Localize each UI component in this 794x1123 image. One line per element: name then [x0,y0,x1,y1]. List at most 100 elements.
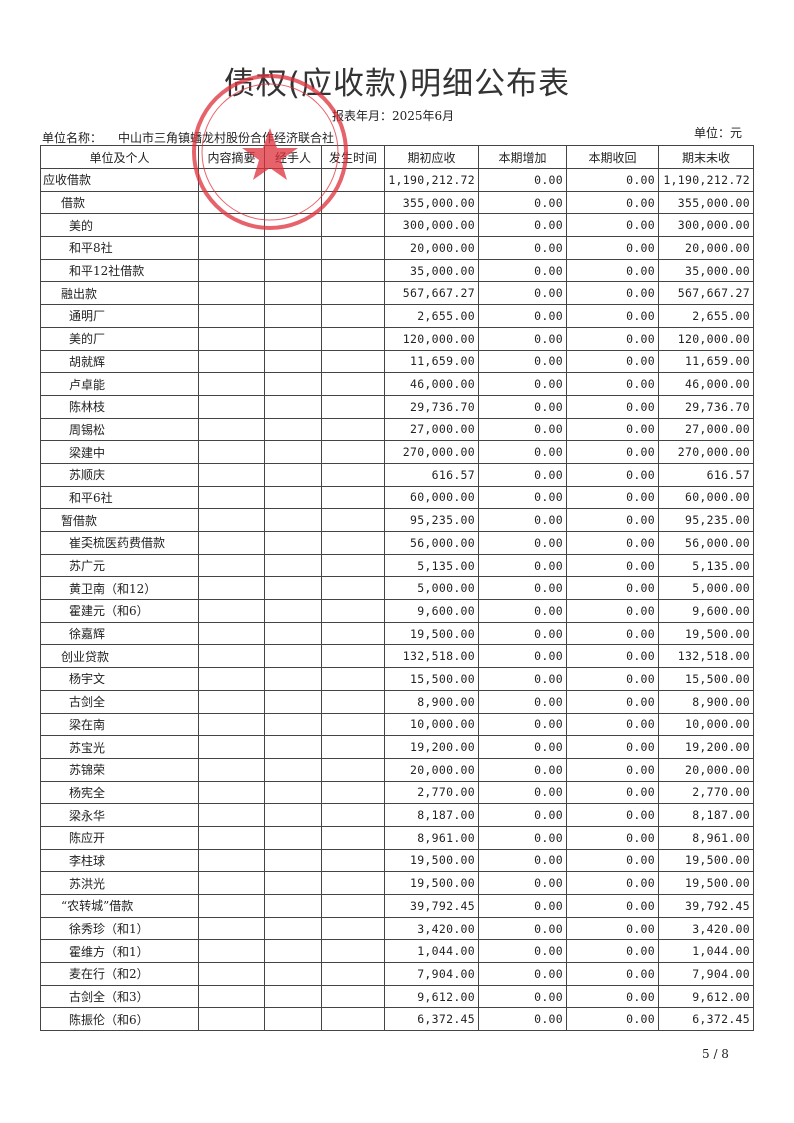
table-row: 和平12社借款 35,000.00 0.00 0.00 35,000.00 [40,258,754,283]
increase-cell: 0.00 [478,304,567,328]
date-cell [321,780,385,805]
handler-cell [264,780,322,805]
opening-receivable-cell: 15,500.00 [384,667,479,691]
document-title: 债权(应收款)明细公布表 [223,66,571,102]
closing-balance-cell: 95,235.00 [658,508,754,532]
collected-cell: 0.00 [566,871,659,895]
unit-name-label: 单位名称： [42,131,103,145]
unit-name: 中山市三角镇蟠龙村股份合作经济联合社 [118,131,335,145]
summary-cell [198,236,265,260]
handler-cell [264,644,322,669]
table-row: 美的 300,000.00 0.00 0.00 300,000.00 [40,213,754,238]
table-row: 苏广元 5,135.00 0.00 0.00 5,135.00 [40,553,754,578]
increase-cell: 0.00 [478,258,567,283]
increase-cell: 0.00 [478,213,567,238]
opening-receivable-cell: 20,000.00 [384,236,479,260]
summary-cell [198,531,265,555]
increase-cell: 0.00 [478,916,567,941]
increase-cell: 0.00 [478,553,567,578]
handler-cell [264,168,322,192]
handler-cell [264,735,322,759]
handler-cell [264,326,322,351]
increase-cell: 0.00 [478,190,567,215]
date-cell [321,462,385,487]
opening-receivable-cell: 2,770.00 [384,780,479,805]
opening-receivable-cell: 8,961.00 [384,825,479,850]
name-cell: 梁建中 [40,440,199,464]
closing-balance-cell: 39,792.45 [658,894,754,918]
increase-cell: 0.00 [478,236,567,260]
increase-cell: 0.00 [478,757,567,782]
table-row: 徐秀珍（和1） 3,420.00 0.00 0.00 3,420.00 [40,916,754,941]
increase-cell: 0.00 [478,281,567,306]
closing-balance-cell: 60,000.00 [658,485,754,510]
date-cell [321,281,385,306]
handler-cell [264,281,322,306]
handler-cell [264,599,322,623]
closing-balance-cell: 132,518.00 [658,644,754,669]
collected-cell: 0.00 [566,168,659,192]
name-cell: 霍建元（和6） [40,599,199,623]
opening-receivable-cell: 56,000.00 [384,531,479,555]
increase-cell: 0.00 [478,531,567,555]
handler-cell [264,757,322,782]
summary-cell [198,757,265,782]
name-cell: 胡就辉 [40,349,199,374]
opening-receivable-cell: 35,000.00 [384,258,479,283]
handler-cell [264,803,322,827]
table-header-row: 单位及个人 内容摘要 经手人 发生时间 期初应收 本期增加 本期收回 期末未收 [40,145,754,169]
collected-cell: 0.00 [566,984,659,1009]
header-cell: 本期增加 [478,145,567,169]
table-row: 和平8社 20,000.00 0.00 0.00 20,000.00 [40,236,754,260]
collected-cell: 0.00 [566,326,659,351]
collected-cell: 0.00 [566,213,659,238]
opening-receivable-cell: 95,235.00 [384,508,479,532]
closing-balance-cell: 120,000.00 [658,326,754,351]
table-row: 融出款 567,667.27 0.00 0.00 567,667.27 [40,281,754,306]
summary-cell [198,894,265,918]
opening-receivable-cell: 355,000.00 [384,190,479,215]
closing-balance-cell: 35,000.00 [658,258,754,283]
increase-cell: 0.00 [478,939,567,964]
opening-receivable-cell: 9,600.00 [384,599,479,623]
table-row: 卢卓能 46,000.00 0.00 0.00 46,000.00 [40,372,754,396]
name-cell: 借款 [40,190,199,215]
handler-cell [264,417,322,442]
collected-cell: 0.00 [566,281,659,306]
table-row: 借款 355,000.00 0.00 0.00 355,000.00 [40,190,754,215]
opening-receivable-cell: 19,500.00 [384,871,479,895]
date-cell [321,667,385,691]
name-cell: 杨宇文 [40,667,199,691]
increase-cell: 0.00 [478,326,567,351]
currency-unit: 单位：元 [693,126,742,140]
collected-cell: 0.00 [566,644,659,669]
table-row: 胡就辉 11,659.00 0.00 0.00 11,659.00 [40,349,754,374]
opening-receivable-cell: 19,200.00 [384,735,479,759]
handler-cell [264,213,322,238]
closing-balance-cell: 300,000.00 [658,213,754,238]
header-cell: 本期收回 [566,145,659,169]
handler-cell [264,553,322,578]
handler-cell [264,621,322,646]
table-row: 杨宇文 15,500.00 0.00 0.00 15,500.00 [40,667,754,691]
name-cell: 苏广元 [40,553,199,578]
collected-cell: 0.00 [566,440,659,464]
table-row: 梁在南 10,000.00 0.00 0.00 10,000.00 [40,712,754,737]
increase-cell: 0.00 [478,485,567,510]
table-row: 创业贷款 132,518.00 0.00 0.00 132,518.00 [40,644,754,669]
collected-cell: 0.00 [566,735,659,759]
table-row: 苏顺庆 616.57 0.00 0.00 616.57 [40,462,754,487]
opening-receivable-cell: 1,044.00 [384,939,479,964]
date-cell [321,712,385,737]
name-cell: 梁永华 [40,803,199,827]
opening-receivable-cell: 29,736.70 [384,394,479,419]
closing-balance-cell: 29,736.70 [658,394,754,419]
table-row: 美的厂 120,000.00 0.00 0.00 120,000.00 [40,326,754,351]
increase-cell: 0.00 [478,621,567,646]
summary-cell [198,168,265,192]
collected-cell: 0.00 [566,780,659,805]
increase-cell: 0.00 [478,871,567,895]
collected-cell: 0.00 [566,576,659,601]
closing-balance-cell: 3,420.00 [658,916,754,941]
handler-cell [264,462,322,487]
